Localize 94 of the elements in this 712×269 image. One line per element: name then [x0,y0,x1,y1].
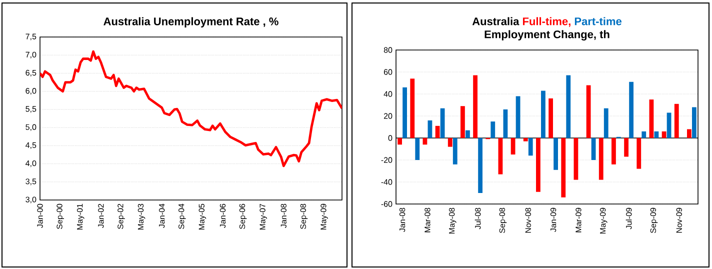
x-tick-label: Jan-09 [550,208,556,232]
bar [598,138,604,180]
y-tick-label: -60 [381,201,392,207]
x-tick-label: May-09 [600,208,608,234]
bar [478,138,482,194]
x-tick-label: Sep-08 [499,208,507,233]
x-tick-label: Jan-08 [280,204,286,228]
bar [536,138,540,192]
bar [629,82,634,138]
x-tick-label: May-07 [260,204,267,230]
y-tick-label: 7,0 [26,52,36,58]
bar [503,109,508,138]
bar [415,138,420,160]
y-tick-label: 60 [384,69,392,75]
bar [516,96,520,138]
x-tick-label: May-01 [76,204,84,230]
bar [428,120,432,138]
bar [490,122,496,138]
bar [541,90,546,138]
y-tick-label: 5,5 [26,106,36,113]
bar [674,104,679,138]
bar [566,75,571,138]
x-tick-label: Sep-06 [239,204,247,229]
bar [574,138,578,180]
bar [473,75,478,138]
bar [654,131,659,138]
x-tick-label: Jan-08 [399,208,406,232]
bar [435,126,440,138]
bar [649,100,654,138]
x-tick-label: Sep-04 [178,204,186,229]
chart-title: Australia [472,17,520,26]
bar [687,129,692,138]
bar [662,131,666,138]
x-tick-label: Mar-09 [576,208,582,232]
y-tick-label: 6,0 [26,88,36,95]
y-tick-label: 40 [384,91,392,97]
bar [692,107,696,138]
y-tick-label: 20 [384,113,392,119]
chart-subtitle: Employment Change, th [484,30,610,40]
bar [604,108,608,138]
bar [586,85,591,138]
x-tick-label: Sep-02 [118,204,125,229]
bar [448,138,452,147]
bar [624,138,628,157]
x-tick-label: Jul-08 [474,208,481,230]
bar [612,138,616,164]
x-tick-label: Nov-09 [676,208,682,233]
x-tick-label: May-03 [138,204,146,230]
y-tick-label: -20 [381,157,392,163]
x-tick-label: Jan-02 [98,204,104,228]
x-tick-label: Jul-09 [626,208,632,230]
bar [554,138,558,170]
x-tick-label: Jan-04 [158,204,165,228]
y-tick-label: 7,5 [26,34,36,40]
bar [548,98,553,138]
y-tick-label: 5,0 [26,124,36,131]
bar [666,112,672,138]
chart-title: Australia Unemployment Rate , % [104,17,278,28]
bar [591,138,596,160]
bar [636,138,642,169]
x-tick-label: Nov-08 [525,208,531,233]
x-tick-label: May-08 [449,208,456,234]
y-tick-label: 3,0 [26,196,36,204]
bar [440,108,445,138]
bar [498,138,503,174]
x-tick-label: May-09 [320,204,328,230]
y-tick-label: 6,5 [26,70,36,77]
x-tick-label: Mar-08 [424,208,430,232]
x-tick-label: Jan-06 [220,204,226,228]
x-tick-label: Sep-09 [650,208,658,233]
bar [523,138,528,142]
x-tick-label: Sep-08 [300,204,308,229]
bar [561,138,566,198]
x-tick-label: May-05 [198,204,206,230]
text: Part-time [574,17,622,26]
bar [642,131,646,138]
y-tick-label: 4,5 [26,142,36,149]
bar [460,106,465,138]
bar [422,138,428,145]
bar [402,87,407,138]
y-tick-label: 3,5 [26,178,36,186]
x-tick-label: Sep-00 [56,204,64,229]
y-tick-label: 4,0 [26,160,36,168]
x-tick-label: Jan-00 [37,204,43,228]
text: Full-time, [522,17,570,27]
bar [528,138,533,156]
y-tick-label: 0 [388,135,392,141]
bar [466,130,470,138]
y-tick-label: 80 [384,47,392,53]
y-tick-label: -40 [381,179,392,185]
bar [410,78,415,138]
bar [452,138,458,164]
bar [510,138,516,154]
bar [398,138,402,145]
